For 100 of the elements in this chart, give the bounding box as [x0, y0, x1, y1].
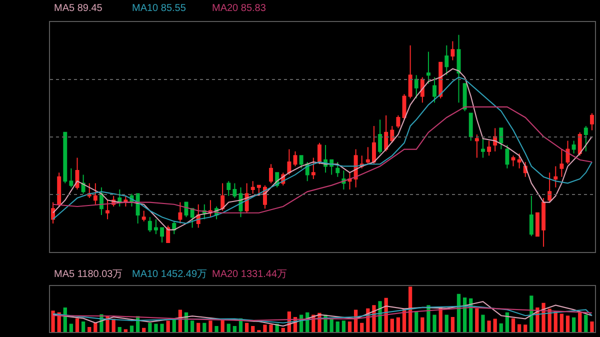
- candlestick: [142, 210, 146, 222]
- candlestick: [136, 193, 140, 224]
- candlestick: [106, 200, 110, 220]
- bar: [566, 316, 570, 332]
- candlestick: [178, 202, 182, 224]
- candlestick: [269, 164, 274, 184]
- candlestick: [226, 180, 231, 196]
- text: MA10 85.55: [132, 3, 186, 14]
- candlestick: [172, 220, 176, 235]
- candlestick: [590, 112, 594, 131]
- bar: [281, 328, 285, 332]
- bar: [481, 314, 485, 332]
- candlestick: [287, 148, 292, 176]
- bar: [190, 320, 194, 332]
- candlestick: [166, 225, 170, 244]
- bar: [475, 308, 479, 332]
- bar: [414, 312, 418, 332]
- candlestick: [542, 198, 546, 248]
- bar: [69, 324, 74, 332]
- bar: [172, 319, 176, 332]
- bar: [499, 323, 503, 332]
- candlestick: [87, 182, 92, 199]
- candlestick: [578, 132, 582, 156]
- bar: [263, 324, 267, 332]
- bar: [118, 326, 122, 332]
- candlestick: [160, 227, 164, 244]
- candlestick: [426, 51, 430, 84]
- candlestick: [474, 134, 479, 158]
- bar: [505, 312, 510, 332]
- bar: [81, 322, 86, 332]
- text: MA10 1452.49万: [132, 269, 208, 280]
- bar: [148, 322, 152, 332]
- candlestick: [336, 161, 340, 178]
- bar: [432, 314, 436, 332]
- bar: [590, 322, 594, 332]
- candlestick: [118, 189, 122, 208]
- bar: [75, 318, 80, 332]
- candlestick: [493, 128, 498, 152]
- candlestick: [462, 83, 467, 112]
- bar: [202, 322, 206, 332]
- bar: [214, 326, 218, 332]
- candlestick: [348, 172, 352, 190]
- candlestick: [438, 62, 443, 99]
- candlestick: [69, 168, 74, 188]
- bar: [572, 317, 576, 332]
- bar: [584, 314, 588, 332]
- candlestick: [75, 157, 80, 190]
- bar: [94, 322, 98, 332]
- text: MA20 85.83: [212, 3, 266, 14]
- bar: [208, 320, 212, 332]
- bar: [251, 326, 255, 332]
- bar: [196, 322, 200, 332]
- candlestick: [414, 74, 418, 99]
- text: MA5 89.45: [54, 3, 103, 14]
- bar: [444, 314, 448, 332]
- bar: [493, 318, 497, 332]
- bar: [487, 320, 491, 332]
- bar: [396, 317, 400, 332]
- bar: [511, 318, 516, 332]
- text: MA20 1331.44万: [212, 269, 288, 280]
- candlestick: [456, 34, 461, 104]
- candlestick: [372, 125, 376, 165]
- candlestick: [299, 155, 304, 169]
- candlestick: [93, 182, 98, 205]
- candlestick: [535, 212, 540, 237]
- candlestick: [311, 157, 316, 180]
- candlestick: [548, 172, 552, 203]
- candlestick: [81, 174, 86, 194]
- candlestick: [256, 184, 261, 196]
- bar: [226, 324, 230, 332]
- candlestick: [505, 144, 510, 169]
- bar: [124, 329, 128, 332]
- candlestick: [317, 142, 322, 165]
- bar: [456, 294, 461, 332]
- candlestick: [487, 140, 492, 156]
- candlestick: [378, 119, 382, 154]
- bar: [390, 318, 394, 332]
- bar: [160, 324, 164, 332]
- bar: [517, 324, 522, 332]
- bar: [560, 314, 564, 332]
- candlestick: [293, 150, 298, 167]
- candlestick: [148, 216, 152, 232]
- candlestick: [572, 140, 576, 154]
- bar: [408, 286, 412, 332]
- bar: [420, 317, 424, 332]
- bar: [450, 316, 455, 332]
- candlestick: [517, 153, 522, 169]
- bar: [88, 326, 92, 332]
- bar: [524, 324, 528, 332]
- candlestick: [384, 114, 388, 152]
- candlestick: [220, 182, 225, 212]
- bar: [269, 324, 273, 332]
- bar: [166, 320, 170, 332]
- bar: [348, 322, 352, 332]
- bar: [244, 322, 249, 332]
- bar: [554, 312, 558, 332]
- bar: [330, 318, 334, 332]
- candlestick: [584, 125, 588, 152]
- bar: [336, 322, 340, 332]
- bar: [342, 320, 346, 332]
